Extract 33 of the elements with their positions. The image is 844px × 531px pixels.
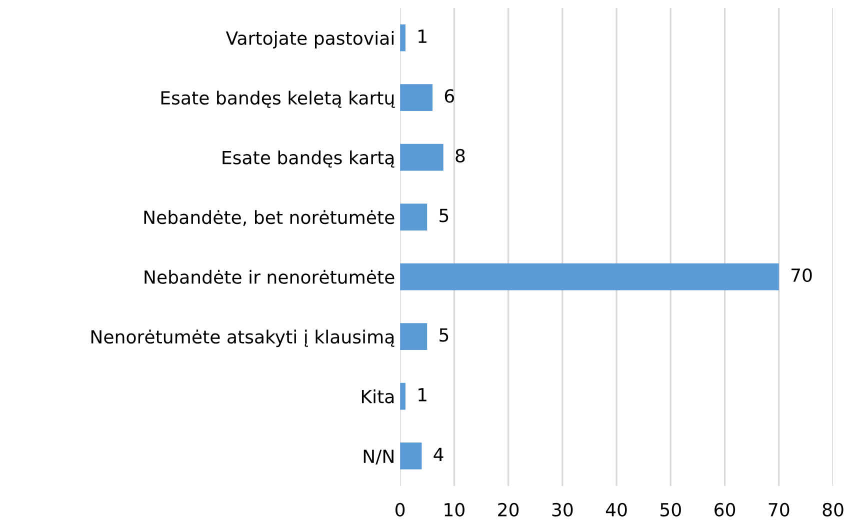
data-label: 8	[456, 148, 465, 163]
data-label: 4	[434, 448, 444, 461]
y-tick-label: Esate bandęs kartą	[222, 150, 394, 168]
x-tick-label: 70	[768, 502, 790, 517]
y-tick-label: N/N	[364, 450, 394, 465]
x-tick-label: 60	[714, 502, 736, 517]
x-tick-label: 10	[444, 502, 464, 517]
y-tick-label: Nebandėte, bet norėtumėte	[144, 210, 394, 226]
bar	[400, 84, 433, 112]
x-tick-label: 50	[660, 502, 681, 517]
x-tick-label: 80	[822, 502, 844, 517]
data-label: 1	[418, 388, 426, 402]
data-label: 1	[418, 30, 426, 43]
y-tick-label: Esate bandęs keletą kartų	[161, 90, 395, 108]
data-label: 6	[444, 89, 454, 103]
bar	[400, 442, 422, 470]
data-label: 70	[792, 268, 812, 282]
bar	[400, 24, 406, 52]
bar	[400, 204, 428, 230]
bar	[400, 382, 406, 410]
y-tick-label: Vartojate pastoviai	[226, 30, 394, 48]
y-tick-label: Nebandėte ir nenorėtumėte	[144, 270, 394, 284]
bar	[400, 263, 779, 290]
x-tick-label: 40	[606, 502, 627, 517]
data-label: 5	[440, 328, 448, 342]
x-tick-label: 20	[498, 502, 519, 517]
data-label: 5	[440, 208, 448, 222]
x-tick-label: 30	[552, 502, 573, 517]
bar	[400, 323, 428, 350]
y-tick-label: Nenorėtumėte atsakyti į klausimą	[91, 330, 394, 348]
y-tick-label: Kita	[362, 389, 394, 404]
bar	[400, 144, 444, 171]
x-tick-label: 0	[396, 502, 405, 517]
